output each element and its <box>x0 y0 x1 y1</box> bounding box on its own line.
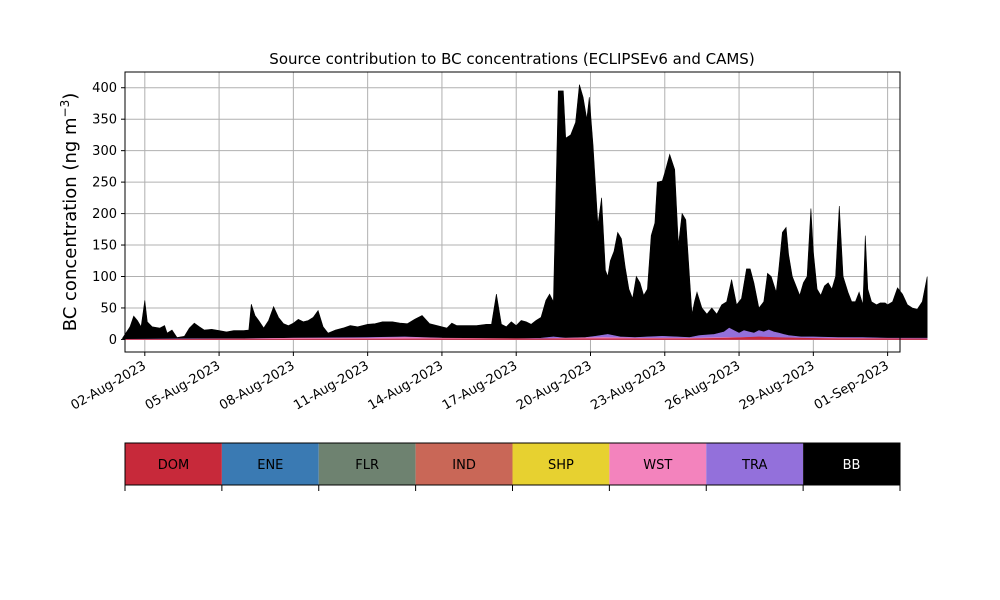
legend-label-tra: TRA <box>741 458 767 473</box>
legend-label-dom: DOM <box>158 458 189 473</box>
legend-swatch-bb <box>803 443 900 485</box>
legend-swatch-ene <box>221 443 319 485</box>
plot-frame <box>124 71 901 353</box>
x-tick-label: 08-Aug-2023 <box>217 358 297 413</box>
x-tick-label: 14-Aug-2023 <box>366 358 446 413</box>
gridlines <box>125 72 900 352</box>
chart-title: Source contribution to BC concentrations… <box>269 50 754 68</box>
y-axis: 0 50 100 150 200 250 300 350 400 <box>92 81 125 348</box>
x-axis: 02-Aug-202305-Aug-202308-Aug-202311-Aug-… <box>68 352 892 414</box>
legend-swatch-wst <box>609 443 707 485</box>
legend-swatch-flr <box>318 443 416 485</box>
x-tick-label: 01-Sep-2023 <box>812 358 892 413</box>
legend-label-shp: SHP <box>548 458 574 473</box>
x-tick-label: 29-Aug-2023 <box>737 358 817 413</box>
x-tick-label: 20-Aug-2023 <box>514 358 594 413</box>
y-tick-label: 350 <box>92 113 117 128</box>
y-axis-label-main: BC concentration (ng m <box>60 117 81 331</box>
x-tick-label: 26-Aug-2023 <box>663 358 743 413</box>
x-tick-label: 11-Aug-2023 <box>291 358 371 413</box>
legend-swatch-tra <box>706 443 804 485</box>
legend-label-ind: IND <box>452 458 476 473</box>
legend-colorbar: DOM ENE FLR IND SHP WST TRA BB <box>124 442 901 491</box>
y-axis-label: BC concentration (ng m−3) <box>58 93 81 332</box>
x-tick-label: 17-Aug-2023 <box>440 358 520 413</box>
plot-area: 0 50 100 150 200 250 300 350 400 02-Aug-202305-A… <box>68 71 928 414</box>
x-tick-label: 05-Aug-2023 <box>143 358 223 413</box>
y-axis-label-superscript: −3 <box>58 100 72 118</box>
y-tick-label: 100 <box>92 270 117 285</box>
y-tick-label: 0 <box>109 333 117 348</box>
legend-swatch-ind <box>415 443 513 485</box>
legend-swatch-dom <box>125 443 222 485</box>
legend-label-flr: FLR <box>355 458 379 473</box>
x-tick-label: 02-Aug-2023 <box>68 358 148 413</box>
x-tick-label: 23-Aug-2023 <box>588 358 668 413</box>
stacked-areas <box>122 84 928 340</box>
legend-label-wst: WST <box>643 458 672 473</box>
y-tick-label: 250 <box>92 176 117 191</box>
area-bb <box>122 84 928 340</box>
legend-label-bb: BB <box>843 458 861 473</box>
y-tick-label: 50 <box>100 301 117 316</box>
y-tick-label: 150 <box>92 239 117 254</box>
y-tick-label: 300 <box>92 144 117 159</box>
y-axis-label-close: ) <box>60 93 81 100</box>
area-dom <box>122 336 928 340</box>
y-tick-label: 200 <box>92 207 117 222</box>
y-tick-label: 400 <box>92 81 117 96</box>
legend-label-ene: ENE <box>257 458 283 473</box>
legend-swatch-shp <box>512 443 610 485</box>
